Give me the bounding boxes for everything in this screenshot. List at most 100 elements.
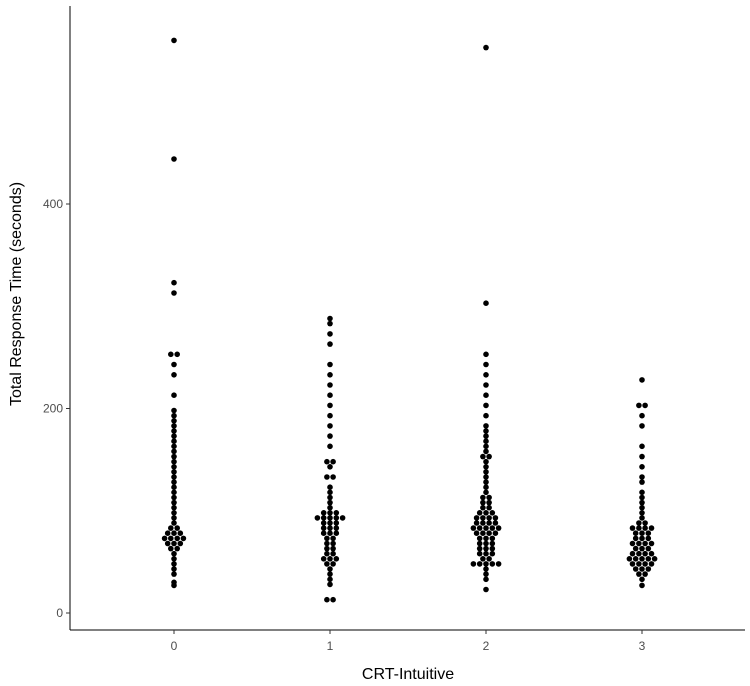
data-point-2-24 bbox=[480, 530, 486, 536]
data-point-3-12 bbox=[632, 556, 639, 562]
data-point-0-35 bbox=[171, 448, 177, 455]
data-point-2-61 bbox=[483, 433, 489, 439]
data-point-3-5 bbox=[639, 566, 645, 572]
data-point-3-27 bbox=[632, 535, 639, 542]
data-point-1-47 bbox=[327, 433, 333, 439]
data-point-0-8 bbox=[174, 545, 180, 552]
data-point-1-48 bbox=[327, 423, 333, 429]
data-point-1-57 bbox=[327, 320, 333, 327]
data-point-1-24 bbox=[333, 525, 340, 531]
data-point-0-5 bbox=[171, 556, 177, 562]
data-point-2-72 bbox=[483, 44, 489, 51]
data-point-1-46 bbox=[327, 443, 333, 450]
data-point-0-18 bbox=[177, 530, 184, 536]
y-tick-label-400: 400 bbox=[43, 197, 63, 211]
data-point-3-22 bbox=[645, 545, 652, 552]
data-point-2-36 bbox=[473, 515, 480, 521]
data-point-2-9 bbox=[480, 556, 486, 562]
data-point-3-17 bbox=[636, 550, 642, 557]
x-tick-label-3: 3 bbox=[639, 639, 646, 653]
x-tick-label-1: 1 bbox=[327, 639, 334, 653]
data-point-0-27 bbox=[171, 489, 177, 496]
data-point-1-14 bbox=[330, 545, 336, 552]
data-point-1-32 bbox=[339, 515, 346, 521]
data-point-2-66 bbox=[483, 392, 489, 399]
data-point-2-69 bbox=[483, 361, 489, 368]
data-point-0-51 bbox=[171, 156, 177, 162]
data-point-3-4 bbox=[632, 566, 639, 572]
data-point-2-38 bbox=[486, 515, 492, 521]
data-point-1-43 bbox=[327, 464, 333, 470]
data-point-2-40 bbox=[476, 510, 483, 516]
data-point-1-36 bbox=[327, 504, 333, 511]
data-point-2-34 bbox=[486, 520, 492, 526]
data-point-0-37 bbox=[171, 438, 177, 445]
data-point-2-54 bbox=[483, 464, 489, 470]
data-point-3-36 bbox=[648, 525, 655, 531]
data-point-1-28 bbox=[314, 515, 321, 521]
data-point-3-26 bbox=[648, 540, 655, 547]
data-point-3-47 bbox=[639, 464, 645, 470]
data-point-2-65 bbox=[483, 402, 489, 409]
data-point-2-3 bbox=[483, 566, 489, 572]
x-tick-label-2: 2 bbox=[483, 639, 490, 653]
data-point-2-41 bbox=[483, 510, 489, 516]
data-point-0-50 bbox=[171, 279, 177, 286]
data-point-2-64 bbox=[483, 412, 489, 419]
data-point-0-6 bbox=[171, 550, 177, 557]
data-point-2-17 bbox=[476, 540, 483, 547]
data-point-2-70 bbox=[483, 351, 489, 358]
data-point-0-41 bbox=[171, 418, 177, 424]
data-point-1-4 bbox=[327, 571, 333, 577]
data-point-0-14 bbox=[174, 535, 180, 542]
data-point-2-31 bbox=[495, 525, 502, 531]
data-point-0-52 bbox=[171, 37, 177, 44]
data-point-0-49 bbox=[171, 290, 177, 296]
data-point-1-55 bbox=[327, 341, 333, 347]
data-point-0-45 bbox=[171, 372, 177, 378]
data-point-2-28 bbox=[476, 525, 483, 531]
data-point-2-43 bbox=[480, 504, 486, 511]
points-layer bbox=[161, 37, 658, 603]
data-point-1-56 bbox=[327, 331, 333, 337]
data-point-1-0 bbox=[324, 596, 330, 603]
data-point-1-2 bbox=[327, 581, 333, 588]
data-point-2-11 bbox=[476, 550, 483, 557]
data-point-0-31 bbox=[171, 469, 177, 475]
data-point-3-53 bbox=[642, 402, 648, 409]
data-point-0-19 bbox=[168, 525, 174, 531]
data-point-2-10 bbox=[486, 556, 492, 562]
data-point-0-23 bbox=[171, 510, 177, 516]
data-point-2-51 bbox=[483, 479, 489, 485]
data-point-0-2 bbox=[171, 571, 177, 577]
data-point-1-58 bbox=[327, 315, 333, 322]
data-point-3-25 bbox=[642, 540, 648, 547]
data-point-2-27 bbox=[470, 525, 477, 531]
data-point-1-42 bbox=[330, 474, 336, 480]
data-point-1-1 bbox=[330, 596, 336, 603]
data-point-1-19 bbox=[320, 530, 327, 536]
data-point-1-41 bbox=[324, 474, 330, 480]
data-point-2-62 bbox=[483, 428, 489, 434]
data-point-3-52 bbox=[636, 402, 642, 409]
data-point-0-46 bbox=[171, 361, 177, 368]
data-point-0-40 bbox=[171, 423, 177, 429]
data-point-3-14 bbox=[645, 556, 652, 562]
data-point-3-30 bbox=[632, 530, 639, 536]
data-point-2-67 bbox=[483, 382, 489, 388]
data-point-2-48 bbox=[486, 494, 492, 501]
data-point-1-25 bbox=[320, 520, 327, 526]
data-point-1-38 bbox=[327, 494, 333, 501]
data-point-2-25 bbox=[486, 530, 492, 536]
data-point-1-18 bbox=[330, 535, 336, 542]
data-point-0-36 bbox=[171, 443, 177, 450]
data-point-1-40 bbox=[327, 484, 333, 491]
data-point-3-33 bbox=[629, 525, 636, 531]
data-point-1-37 bbox=[327, 499, 333, 506]
data-point-3-51 bbox=[639, 412, 645, 419]
data-point-3-40 bbox=[639, 510, 645, 516]
data-point-2-53 bbox=[483, 469, 489, 475]
data-point-3-44 bbox=[639, 489, 645, 496]
data-point-1-3 bbox=[327, 576, 333, 583]
data-point-3-32 bbox=[645, 530, 652, 536]
